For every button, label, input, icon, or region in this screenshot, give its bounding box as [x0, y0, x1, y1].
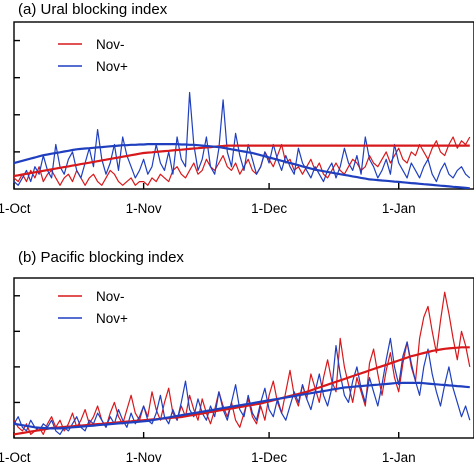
x-tick-label: 1-Jan: [382, 450, 416, 465]
panel-pacific: (b) Pacific blocking index 1-Oct 1-Nov 1-De…: [0, 249, 474, 465]
plot-frame: [13, 277, 474, 439]
x-tick-label: 1-Dec: [251, 201, 287, 216]
chart-title: (a) Ural blocking index: [18, 1, 168, 18]
x-tick-label: 1-Jan: [382, 201, 416, 216]
legend-label: Nov-: [96, 37, 125, 52]
series-line-nov: [14, 91, 471, 186]
x-tick-label: 1-Oct: [0, 450, 31, 465]
plot-frame: [13, 21, 474, 190]
x-tick-label: 1-Dec: [251, 450, 287, 465]
x-tick-label: 1-Nov: [126, 201, 162, 216]
legend-label: Nov+: [96, 311, 128, 326]
x-tick-label: 1-Oct: [0, 201, 31, 216]
series-line-nov: [14, 291, 471, 435]
legend: Nov- Nov+: [58, 289, 128, 326]
series-line-nov: [14, 136, 471, 186]
series-line-nov-fit: [14, 381, 470, 430]
legend: Nov- Nov+: [58, 37, 128, 74]
series-line-nov-fit: [14, 143, 470, 189]
legend-label: Nov-: [96, 289, 125, 304]
chart-title: (b) Pacific blocking index: [18, 249, 184, 266]
series-line-nov-fit: [14, 144, 470, 178]
x-tick-label: 1-Nov: [126, 450, 162, 465]
panel-ural: (a) Ural blocking index 1-Oct 1-Nov 1-Dec 1-…: [0, 1, 474, 216]
legend-label: Nov+: [96, 59, 128, 74]
